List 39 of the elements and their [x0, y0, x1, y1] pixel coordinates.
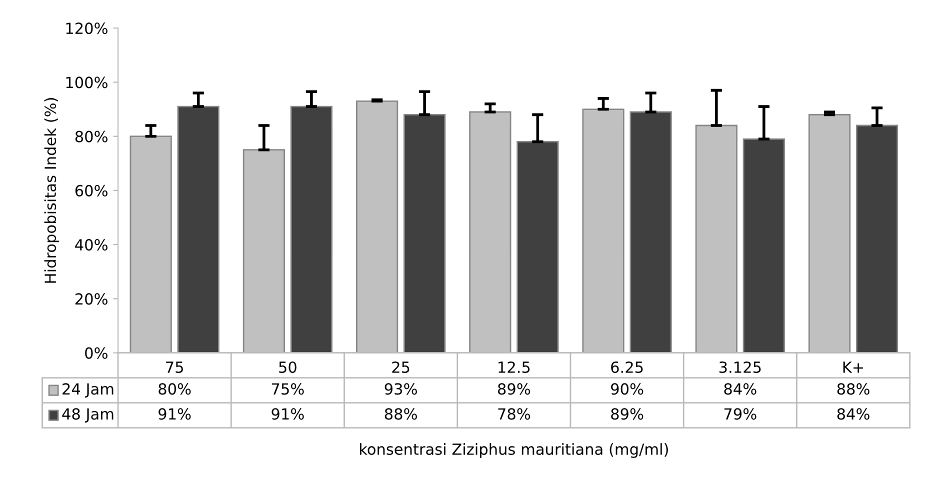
data-label: 89% — [611, 408, 644, 420]
data-label: 84% — [724, 383, 756, 395]
y-tick-label: 20% — [75, 293, 108, 305]
legend-label: 24 Jam — [62, 383, 114, 398]
x-axis-title: konsentrasi Ziziphus mauritiana (mg/ml) — [360, 443, 668, 458]
data-label: 78% — [498, 408, 530, 420]
x-tick-label: 25 — [392, 361, 410, 373]
bar — [516, 141, 559, 353]
y-tick-label: 120% — [66, 22, 108, 34]
bar — [630, 111, 672, 353]
x-tick-label: K+ — [843, 362, 864, 373]
y-tick-label: 100% — [66, 76, 108, 88]
y-tick-label: 60% — [75, 184, 108, 196]
y-tick-label: 80% — [75, 130, 108, 142]
data-label: 84% — [837, 408, 870, 420]
x-tick-label: 3.125 — [719, 361, 761, 373]
x-tick-label: 12.5 — [498, 361, 530, 373]
data-label: 91% — [158, 408, 191, 420]
data-label: 89% — [498, 383, 530, 395]
bar — [404, 114, 446, 353]
x-tick-label: 6.25 — [611, 361, 643, 373]
data-label: 88% — [384, 408, 417, 420]
data-label: 80% — [158, 383, 191, 395]
bar — [177, 106, 220, 353]
x-tick-label: 50 — [279, 361, 296, 373]
y-tick-label: 0% — [85, 347, 108, 359]
y-axis-title: Hidropobisitas Indek (%) — [44, 98, 60, 283]
legend-label: 48 Jam — [62, 408, 114, 423]
data-label: 91% — [272, 408, 304, 420]
data-label: 88% — [837, 383, 870, 395]
data-label: 79% — [724, 408, 756, 420]
data-label: 90% — [611, 383, 644, 395]
x-tick-label: 75 — [166, 362, 183, 373]
bar — [742, 138, 785, 353]
data-label: 93% — [384, 383, 417, 395]
data-label: 75% — [272, 383, 304, 395]
y-tick-label: 40% — [75, 239, 108, 251]
bar — [290, 106, 333, 353]
bar — [856, 124, 898, 353]
